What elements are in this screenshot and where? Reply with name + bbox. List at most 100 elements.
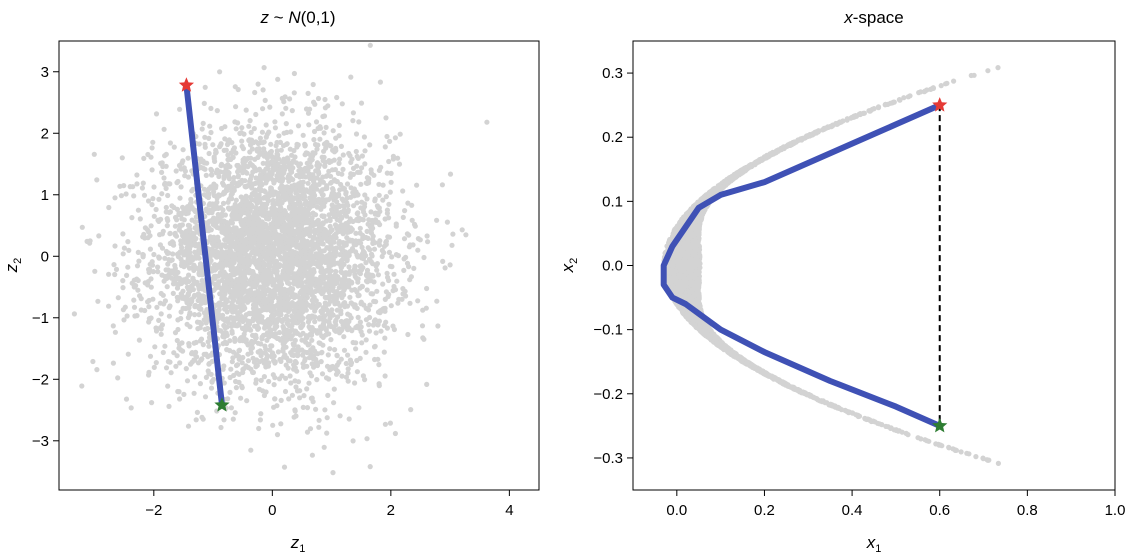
scatter-point [192, 208, 198, 214]
scatter-point [179, 260, 185, 266]
scatter-point [216, 307, 222, 313]
scatter-point [96, 233, 102, 239]
scatter-point [94, 367, 100, 373]
scatter-point [354, 357, 360, 364]
scatter-point [254, 230, 260, 236]
scatter-point [159, 191, 165, 197]
scatter-point [151, 364, 157, 370]
scatter-point [149, 145, 155, 151]
scatter-point [304, 255, 311, 261]
scatter-point [179, 216, 185, 222]
scatter-point [178, 210, 184, 216]
scatter-point [128, 405, 134, 411]
scatter-point [350, 110, 356, 116]
scatter-point [180, 147, 186, 153]
scatter-point [282, 184, 288, 190]
scatter-point [235, 169, 241, 175]
scatter-cloud-x-space [661, 65, 1002, 466]
scatter-point [317, 136, 323, 142]
scatter-point [384, 325, 390, 331]
scatter-point [186, 249, 192, 255]
scatter-point [281, 130, 287, 136]
scatter-point [375, 272, 381, 278]
scatter-point [333, 194, 339, 200]
scatter-point [339, 101, 345, 107]
scatter-point [354, 191, 360, 197]
scatter-point [321, 113, 328, 119]
scatter-point [226, 170, 232, 176]
scatter-point [283, 375, 289, 381]
scatter-point [402, 288, 408, 294]
scatter-point [259, 244, 265, 251]
scatter-point [297, 395, 303, 401]
scatter-point [318, 265, 324, 271]
scatter-point [300, 352, 306, 358]
scatter-point [141, 155, 147, 161]
scatter-point [256, 310, 262, 317]
scatter-point [332, 319, 338, 325]
scatter-point [345, 311, 351, 317]
scatter-point [355, 210, 361, 216]
scatter-point [337, 413, 343, 419]
scatter-point [241, 225, 247, 231]
scatter-point [380, 308, 386, 314]
scatter-point [278, 397, 284, 403]
scatter-point [245, 351, 251, 357]
scatter-point [261, 232, 267, 238]
scatter-point [366, 322, 372, 328]
scatter-point [149, 400, 155, 406]
scatter-point [330, 186, 336, 192]
scatter-point [394, 278, 400, 284]
scatter-point [308, 332, 315, 338]
scatter-point [173, 233, 180, 239]
scatter-point [131, 297, 137, 303]
scatter-point [216, 193, 223, 199]
scatter-point [297, 298, 303, 304]
scatter-point [316, 254, 322, 260]
scatter-point [289, 108, 295, 114]
scatter-point [397, 131, 403, 137]
scatter-point [134, 181, 140, 187]
scatter-point [386, 249, 392, 255]
scatter-point [241, 331, 247, 337]
scatter-point [322, 302, 329, 308]
scatter-point [217, 264, 224, 271]
scatter-point [302, 269, 308, 275]
scatter-point [325, 352, 331, 358]
scatter-point [321, 130, 327, 136]
scatter-point [353, 148, 359, 155]
scatter-point [387, 420, 393, 426]
scatter-point [314, 330, 320, 336]
scatter-point [213, 170, 219, 176]
scatter-point [355, 254, 361, 260]
scatter-point [195, 297, 201, 304]
scatter-point [254, 324, 260, 330]
scatter-point [289, 240, 295, 246]
scatter-point [439, 182, 445, 188]
scatter-point [269, 245, 275, 251]
x-tick-label: 2 [387, 502, 395, 519]
scatter-point [173, 363, 179, 369]
scatter-point [106, 271, 112, 277]
scatter-point [354, 305, 360, 311]
scatter-point [421, 336, 427, 342]
scatter-point [349, 287, 355, 293]
scatter-point [166, 305, 172, 311]
scatter-point [229, 220, 235, 226]
scatter-point [321, 444, 327, 450]
scatter-point [318, 324, 324, 330]
scatter-point [205, 339, 211, 345]
scatter-point [206, 343, 212, 349]
scatter-point [219, 227, 225, 233]
scatter-point [203, 311, 209, 317]
scatter-point [129, 215, 135, 221]
scatter-point [165, 261, 171, 267]
scatter-point [271, 249, 277, 255]
scatter-point [183, 276, 189, 282]
scatter-point [161, 175, 167, 181]
scatter-point [385, 274, 391, 280]
scatter-point [291, 70, 297, 77]
scatter-point [371, 298, 377, 304]
scatter-point [361, 134, 367, 140]
